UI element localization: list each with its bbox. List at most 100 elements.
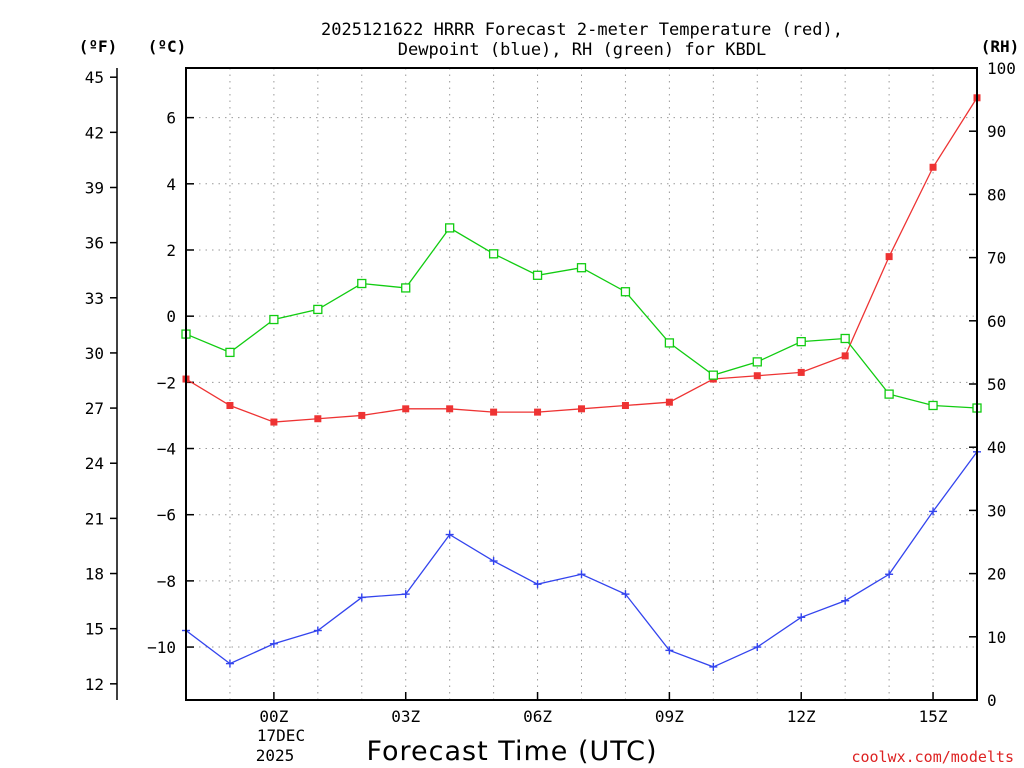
time-tick-label: 15Z: [919, 707, 948, 726]
data-point: [269, 639, 278, 648]
data-point: [313, 626, 322, 635]
data-point: [533, 580, 542, 589]
rh-tick-label: 20: [987, 565, 1006, 584]
data-series: [181, 94, 982, 671]
data-point: [225, 347, 235, 358]
rh-tick-label: 10: [987, 628, 1006, 647]
fahrenheit-unit-label: (ºF): [79, 37, 118, 56]
data-point: [534, 408, 542, 416]
time-tick-label: 06Z: [523, 707, 552, 726]
data-point: [797, 368, 805, 376]
fahrenheit-tick-label: 18: [85, 565, 104, 584]
fahrenheit-tick-label: 15: [85, 620, 104, 639]
data-point: [708, 370, 718, 380]
rh-tick-label: 80: [987, 185, 1006, 204]
data-point: [885, 253, 893, 261]
data-point: [928, 400, 938, 411]
celsius-tick-label: −6: [157, 506, 176, 525]
time-tick-label: 03Z: [391, 707, 420, 726]
fahrenheit-axis: 12 15 18 21 24 27 30 33 36 39 42 45: [85, 68, 118, 700]
x-axis-title: Forecast Time (UTC): [366, 736, 657, 767]
data-point: [709, 662, 718, 671]
data-point: [753, 643, 762, 652]
fahrenheit-tick-label: 45: [85, 68, 104, 87]
data-point: [445, 223, 455, 233]
celsius-unit-label: (ºC): [148, 37, 187, 56]
celsius-tick-label: −2: [157, 373, 176, 392]
chart-title-line2: Dewpoint (blue), RH (green) for KBDL: [398, 40, 766, 60]
rh-tick-label: 30: [987, 501, 1006, 520]
data-point: [401, 590, 410, 599]
gridlines: [186, 68, 977, 700]
data-point: [929, 507, 938, 516]
celsius-tick-label: 4: [166, 175, 176, 194]
data-point: [620, 287, 631, 297]
data-point: [841, 352, 849, 360]
data-point: [446, 405, 454, 413]
series-rh: [181, 223, 982, 413]
rh-tick-label: 60: [987, 312, 1006, 331]
time-tick-label: 09Z: [655, 707, 684, 726]
fahrenheit-tick-label: 30: [85, 344, 104, 363]
time-tick-label: 12Z: [787, 707, 816, 726]
data-point: [665, 646, 674, 655]
data-point: [621, 590, 630, 599]
data-point: [885, 570, 894, 579]
data-point: [664, 338, 675, 348]
fahrenheit-tick-label: 36: [85, 234, 104, 253]
data-point: [314, 415, 322, 423]
rh-tick-label: 0: [987, 691, 997, 710]
data-point: [621, 402, 629, 410]
data-point: [270, 418, 278, 426]
plot-frame: [185, 67, 978, 701]
rh-tick-label: 90: [987, 122, 1006, 141]
data-point: [401, 283, 411, 293]
data-point: [665, 398, 673, 406]
data-point: [225, 659, 234, 668]
data-point: [357, 278, 367, 289]
series-dewpoint: [182, 447, 981, 671]
data-point: [445, 530, 454, 539]
rh-tick-label: 50: [987, 375, 1006, 394]
fahrenheit-tick-label: 39: [85, 178, 104, 197]
data-point: [313, 304, 323, 315]
celsius-tick-label: −8: [157, 572, 176, 591]
data-point: [797, 613, 806, 622]
data-point: [488, 249, 499, 259]
data-point: [269, 314, 279, 325]
rh-tick-labels: 0 10 20 30 40 50 60 70 80 90 100: [969, 59, 1016, 710]
data-point: [752, 357, 762, 367]
data-point: [577, 570, 586, 579]
data-point: [840, 333, 850, 344]
celsius-tick-label: 6: [166, 109, 176, 128]
fahrenheit-tick-label: 12: [85, 675, 104, 694]
rh-tick-label: 40: [987, 438, 1006, 457]
rh-tick-label: 70: [987, 249, 1006, 268]
rh-tick-label: 100: [987, 59, 1016, 78]
fahrenheit-tick-label: 21: [85, 509, 104, 528]
data-point: [884, 389, 894, 399]
data-point: [489, 557, 498, 566]
celsius-tick-label: −10: [147, 638, 176, 657]
celsius-tick-labels: −10 −8 −6 −4 −2 0 2 4 6: [147, 109, 194, 657]
fahrenheit-tick-label: 42: [85, 123, 104, 142]
fahrenheit-tick-label: 33: [85, 289, 104, 308]
data-point: [841, 596, 850, 605]
time-tick-label: 00Z: [259, 707, 288, 726]
series-2-meter-temperature: [182, 94, 981, 426]
data-point: [402, 405, 410, 413]
data-point: [753, 372, 761, 380]
data-point: [357, 593, 366, 602]
data-point: [929, 163, 937, 171]
data-point: [532, 270, 543, 280]
date-label-day: 17DEC: [257, 726, 305, 745]
fahrenheit-tick-label: 24: [85, 454, 104, 473]
time-tick-labels: 00Z 03Z 06Z 09Z 12Z 15Z: [259, 692, 948, 726]
celsius-tick-label: 2: [166, 241, 176, 260]
date-label-year: 2025: [256, 746, 295, 765]
data-point: [576, 263, 587, 273]
fahrenheit-tick-label: 27: [85, 399, 104, 418]
chart-title-line1: 2025121622 HRRR Forecast 2-meter Tempera…: [321, 20, 843, 40]
credit-text: coolwx.com/modelts: [851, 748, 1014, 766]
